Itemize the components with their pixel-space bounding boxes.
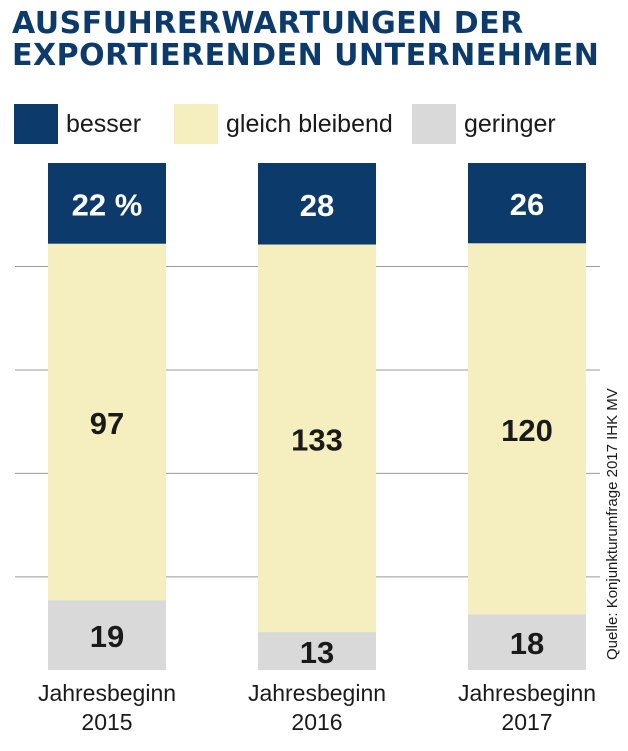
chart-title-line-2: EXPORTIERENDEN UNTERNEHMEN: [12, 38, 600, 73]
bar-gleich-bleibend-0: [48, 243, 166, 601]
bar-geringer-2: [468, 614, 586, 670]
bar-besser-1: [258, 163, 376, 245]
legend-label-geringer: geringer: [464, 109, 556, 138]
category-label-2-line-0: Jahresbeginn: [458, 680, 596, 706]
legend-swatch-gleich-bleibend: [174, 104, 218, 144]
data-label-besser-1: 28: [300, 188, 334, 223]
legend-swatch-besser: [14, 104, 58, 144]
bar-besser-0: [48, 163, 166, 244]
legend-label-gleich-bleibend: gleich bleibend: [226, 109, 393, 138]
data-label-geringer-0: 19: [90, 619, 124, 654]
data-label-besser-2: 26: [510, 187, 544, 222]
bar-geringer-1: [258, 632, 376, 670]
category-label-0-line-0: Jahresbeginn: [38, 680, 176, 706]
legend-item-besser: besser: [14, 104, 141, 144]
chart-title: AUSFUHRERWARTUNGEN DER EXPORTIERENDEN UN…: [12, 8, 612, 72]
chart-title-line-1: AUSFUHRERWARTUNGEN DER: [12, 6, 524, 41]
category-label-1-line-0: Jahresbeginn: [248, 680, 386, 706]
chart-legend: besser gleich bleibend geringer: [14, 104, 614, 144]
category-label-1-line-1: 2016: [291, 709, 342, 735]
bar-gleich-bleibend-1: [258, 244, 376, 633]
data-label-geringer-2: 18: [510, 626, 544, 661]
data-label-besser-0: 22 %: [72, 187, 143, 222]
bar-besser-2: [468, 163, 586, 244]
category-label-2-line-1: 2017: [501, 709, 552, 735]
data-label-geringer-1: 13: [300, 635, 334, 670]
data-label-gleich-bleibend-1: 133: [291, 422, 343, 457]
data-label-gleich-bleibend-0: 97: [90, 406, 124, 441]
data-label-gleich-bleibend-2: 120: [501, 413, 553, 448]
legend-item-geringer: geringer: [412, 104, 556, 144]
legend-label-besser: besser: [66, 109, 142, 138]
source-note: Quelle: Konjunkturumfrage 2017 IHK MV: [604, 388, 621, 660]
legend-item-gleich-bleibend: gleich bleibend: [174, 104, 393, 144]
category-label-0-line-1: 2015: [81, 709, 132, 735]
bar-gleich-bleibend-2: [468, 243, 586, 615]
bar-geringer-0: [48, 600, 166, 670]
legend-swatch-geringer: [412, 104, 456, 144]
